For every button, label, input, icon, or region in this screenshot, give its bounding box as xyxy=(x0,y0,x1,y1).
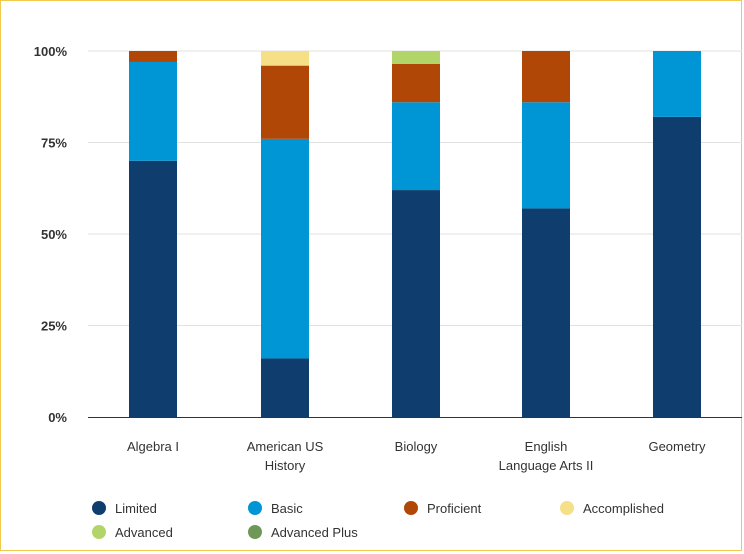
bar-segment-basic xyxy=(522,102,570,209)
legend-marker xyxy=(248,525,262,539)
bar-segment-limited xyxy=(392,190,440,417)
x-category-label: Geometry xyxy=(648,439,706,454)
y-tick-label: 100% xyxy=(34,44,68,59)
y-tick-label: 50% xyxy=(41,227,67,242)
legend-label: Advanced Plus xyxy=(271,525,358,540)
x-category-label-line: English xyxy=(525,439,568,454)
x-category-label: Algebra I xyxy=(127,439,179,454)
y-tick-label: 0% xyxy=(48,410,67,425)
y-tick-label: 75% xyxy=(41,136,67,151)
bar-segment-limited xyxy=(653,116,701,417)
x-category-label: English Language Arts II xyxy=(499,439,594,473)
bar-segment-proficient xyxy=(392,63,440,103)
x-category-label-line: Language Arts II xyxy=(499,458,594,473)
legend-label: Limited xyxy=(115,501,157,516)
legend-marker xyxy=(248,501,262,515)
x-category-label: American US History xyxy=(247,439,324,473)
bar-segment-limited xyxy=(522,208,570,417)
bar-segment-advanced xyxy=(392,51,440,64)
legend-marker xyxy=(92,501,106,515)
legend-marker xyxy=(404,501,418,515)
x-category-label-line: American US xyxy=(247,439,324,454)
legend-label: Accomplished xyxy=(583,501,664,516)
bar-segment-proficient xyxy=(129,51,177,62)
bar-segment-limited xyxy=(261,358,309,417)
bar-segment-basic xyxy=(653,51,701,117)
x-category-label-line: Geometry xyxy=(648,439,706,454)
legend-label: Proficient xyxy=(427,501,482,516)
legend-marker xyxy=(92,525,106,539)
bar-segment-basic xyxy=(129,61,177,161)
bar-segment-proficient xyxy=(261,65,309,139)
x-category-label-line: Biology xyxy=(395,439,438,454)
y-tick-label: 25% xyxy=(41,319,67,334)
legend-label: Basic xyxy=(271,501,303,516)
x-category-label-line: History xyxy=(265,458,306,473)
bar-segment-limited xyxy=(129,160,177,418)
bar-segment-basic xyxy=(261,138,309,359)
bar-segment-proficient xyxy=(522,51,570,103)
x-category-label-line: Algebra I xyxy=(127,439,179,454)
bar-segment-basic xyxy=(392,102,440,191)
legend-label: Advanced xyxy=(115,525,173,540)
legend-marker xyxy=(560,501,574,515)
bar-segment-accomplished xyxy=(261,51,309,66)
x-category-label: Biology xyxy=(395,439,438,454)
